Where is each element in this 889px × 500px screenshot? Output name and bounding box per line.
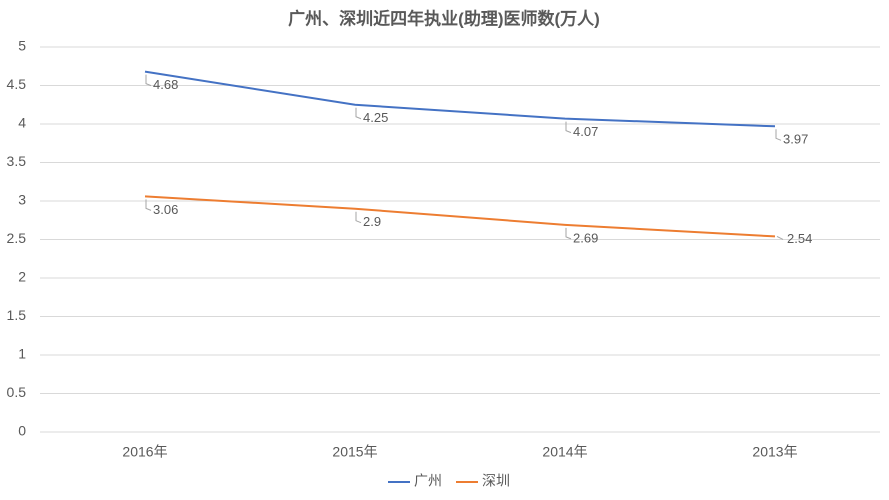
x-tick-label: 2015年 — [332, 444, 377, 460]
y-tick-label: 4 — [18, 115, 26, 131]
y-tick-label: 1.5 — [7, 307, 27, 323]
leader-line — [565, 121, 572, 134]
line-series — [144, 70, 776, 128]
y-tick-label: 0.5 — [7, 384, 27, 400]
y-tick-label: 3 — [18, 192, 26, 208]
legend-label: 深圳 — [482, 473, 510, 489]
data-label: 2.54 — [787, 231, 812, 246]
leader-line — [355, 211, 362, 224]
leader-line — [145, 74, 152, 87]
leader-line — [145, 199, 152, 211]
x-tick-label: 2016年 — [122, 444, 167, 460]
data-label: 4.25 — [363, 110, 388, 125]
data-label: 4.68 — [153, 77, 178, 92]
y-tick-label: 2 — [18, 269, 26, 285]
x-tick-label: 2014年 — [542, 444, 587, 460]
y-tick-label: 0 — [18, 423, 26, 439]
line-series — [144, 195, 776, 238]
y-tick-label: 1 — [18, 346, 26, 362]
data-label: 4.07 — [573, 124, 598, 139]
data-label: 3.06 — [153, 202, 178, 217]
y-tick-label: 2.5 — [7, 230, 27, 246]
y-tick-label: 4.5 — [7, 76, 27, 92]
y-tick-label: 3.5 — [7, 153, 27, 169]
data-label: 2.69 — [573, 230, 598, 245]
leader-line — [565, 227, 572, 240]
leader-line — [776, 235, 784, 240]
leader-line — [775, 129, 782, 141]
y-tick-label: 5 — [18, 38, 26, 54]
data-label: 3.97 — [783, 132, 808, 147]
data-label: 2.9 — [363, 214, 381, 229]
chart-title: 广州、深圳近四年执业(助理)医师数(万人) — [288, 8, 600, 28]
leader-line — [355, 107, 362, 120]
x-tick-label: 2013年 — [752, 444, 797, 460]
legend-label: 广州 — [414, 473, 442, 489]
